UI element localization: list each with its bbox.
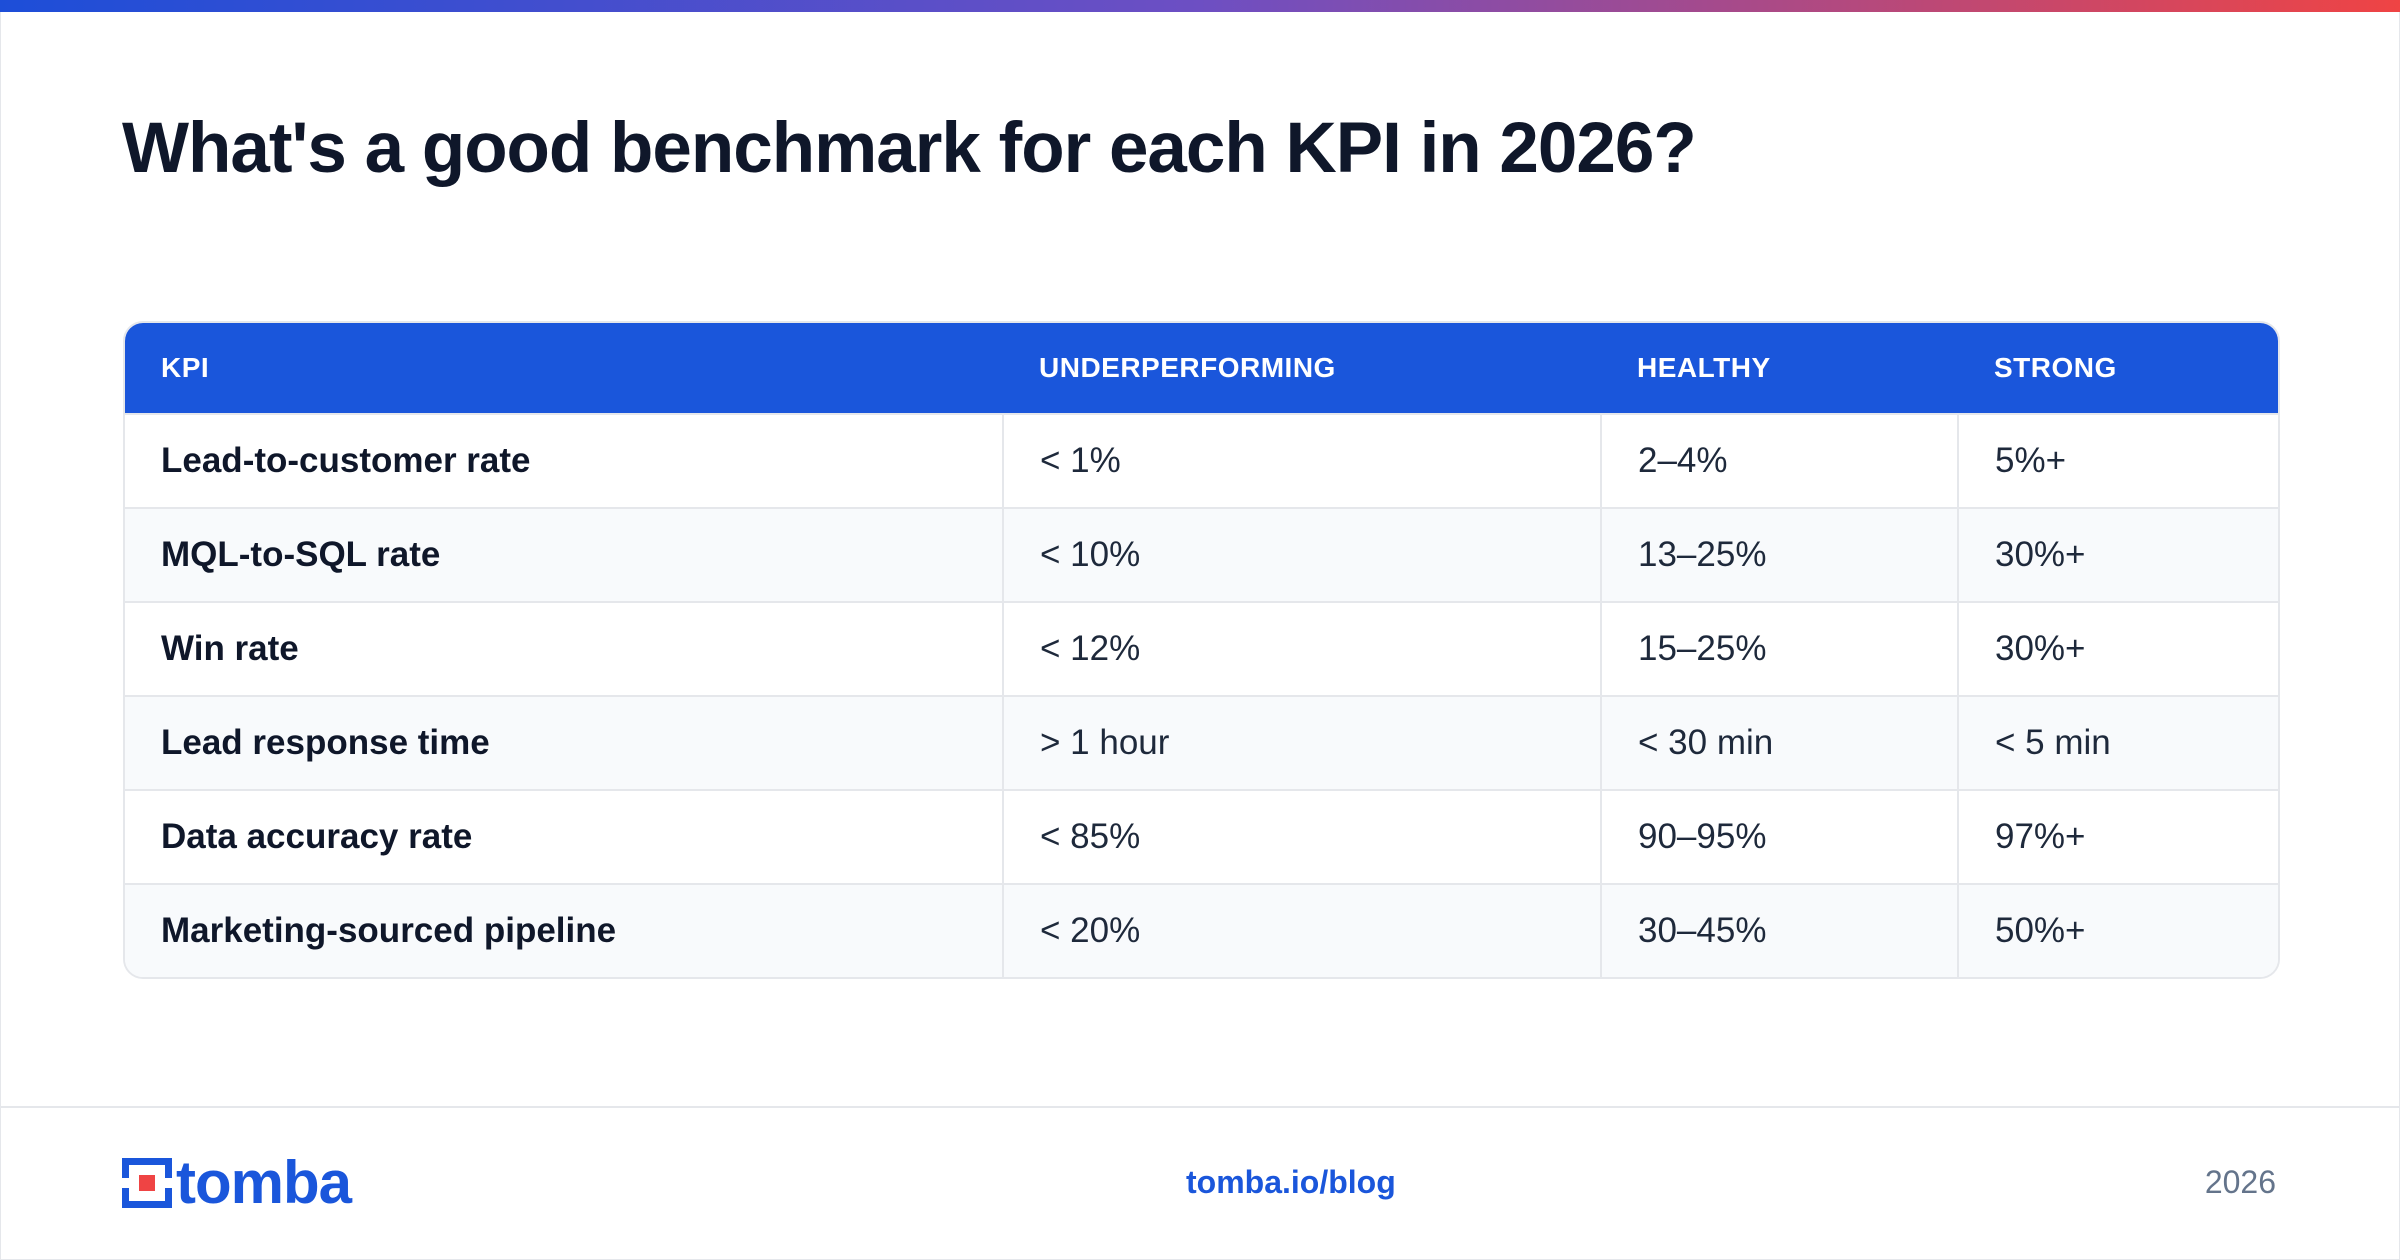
strong-value: 30%+ [1957, 601, 2278, 696]
healthy-value: 13–25% [1600, 507, 1958, 602]
strong-value: 5%+ [1957, 413, 2278, 508]
table-row: MQL-to-SQL rate < 10% 13–25% 30%+ [125, 507, 2278, 602]
table-row: Data accuracy rate < 85% 90–95% 97%+ [125, 789, 2278, 884]
kpi-name: Lead response time [125, 695, 1003, 790]
kpi-name: Win rate [125, 601, 1003, 696]
healthy-value: 15–25% [1600, 601, 1958, 696]
benchmark-table: KPI UNDERPERFORMING HEALTHY STRONG Lead-… [123, 321, 2280, 979]
blog-link[interactable]: tomba.io/blog [1186, 1164, 1396, 1200]
underperforming-value: < 20% [1002, 883, 1601, 977]
underperforming-value: < 12% [1002, 601, 1601, 696]
logo-wordmark: tomba [176, 1149, 352, 1216]
healthy-value: 2–4% [1600, 413, 1958, 508]
page-title: What's a good benchmark for each KPI in … [122, 109, 1697, 188]
healthy-value: 90–95% [1600, 789, 1958, 884]
healthy-value: < 30 min [1600, 695, 1958, 790]
footer-year: 2026 [2204, 1164, 2276, 1200]
table-row: Lead-to-customer rate < 1% 2–4% 5%+ [125, 413, 2278, 508]
table-row: Win rate < 12% 15–25% 30%+ [125, 601, 2278, 696]
gradient-top-bar [0, 0, 2400, 12]
strong-value: < 5 min [1957, 695, 2278, 790]
underperforming-value: > 1 hour [1002, 695, 1601, 790]
header-underperforming: UNDERPERFORMING [1003, 323, 1601, 414]
kpi-name: Lead-to-customer rate [125, 413, 1003, 508]
tomba-logo[interactable]: tomba [122, 1149, 352, 1216]
tomba-logo-mark-icon [122, 1158, 172, 1208]
footer-divider [0, 1106, 2400, 1108]
underperforming-value: < 10% [1002, 507, 1601, 602]
underperforming-value: < 1% [1002, 413, 1601, 508]
strong-value: 30%+ [1957, 507, 2278, 602]
header-strong: STRONG [1958, 323, 2278, 414]
kpi-name: MQL-to-SQL rate [125, 507, 1003, 602]
table-row: Lead response time > 1 hour < 30 min < 5… [125, 695, 2278, 790]
table-header-row: KPI UNDERPERFORMING HEALTHY STRONG [125, 323, 2278, 414]
underperforming-value: < 85% [1002, 789, 1601, 884]
kpi-name: Marketing-sourced pipeline [125, 883, 1003, 977]
healthy-value: 30–45% [1600, 883, 1958, 977]
header-kpi: KPI [125, 323, 1003, 414]
kpi-name: Data accuracy rate [125, 789, 1003, 884]
header-healthy: HEALTHY [1601, 323, 1958, 414]
table-row: Marketing-sourced pipeline < 20% 30–45% … [125, 883, 2278, 977]
strong-value: 50%+ [1957, 883, 2278, 977]
strong-value: 97%+ [1957, 789, 2278, 884]
